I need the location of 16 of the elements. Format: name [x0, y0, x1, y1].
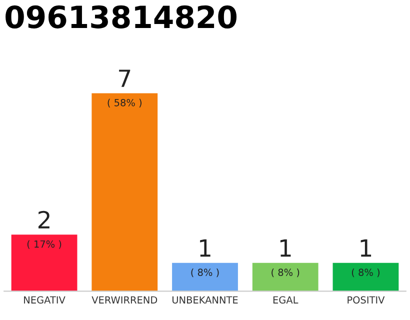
annotation: ( 8% ): [191, 268, 219, 278]
x-tick-label: UNBEKANNTE: [172, 296, 238, 304]
data-label: 1: [280, 239, 291, 257]
data-label: 1: [200, 239, 210, 257]
annotation: ( 58% ): [108, 98, 142, 108]
annotation: ( 8% ): [352, 268, 380, 278]
annotation: ( 8% ): [272, 268, 300, 278]
x-tick-label: EGAL: [273, 296, 298, 304]
data-label: 1: [360, 239, 372, 257]
x-tick-label: POSITIV: [348, 296, 385, 304]
annotation: ( 17% ): [27, 240, 62, 249]
chart-title: 09613814820: [6, 5, 237, 28]
data-label: 2: [38, 210, 50, 228]
x-tick-label: NEGATIV: [24, 296, 66, 304]
x-tick-label: VERWIRREND: [92, 296, 158, 304]
data-label: 7: [119, 70, 130, 87]
